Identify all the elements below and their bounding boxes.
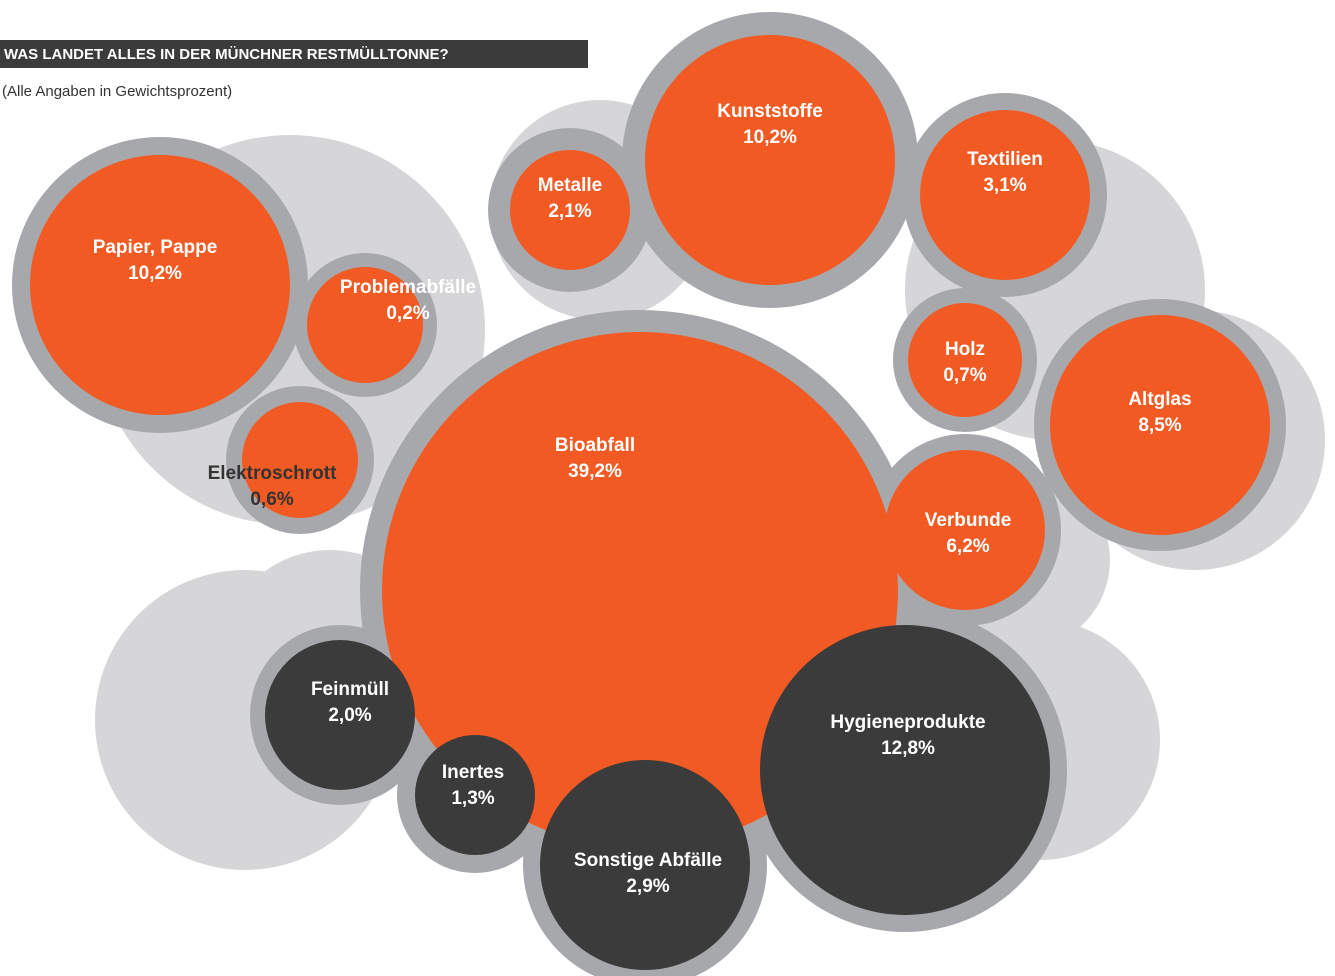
value-label: 2,9%	[626, 876, 669, 897]
value-label: 10,2%	[743, 127, 797, 148]
category-label: Metalle	[538, 175, 602, 196]
category-label: Problemabfälle	[340, 277, 476, 298]
category-label: Papier, Pappe	[93, 237, 218, 258]
title: WAS LANDET ALLES IN DER MÜNCHNER RESTMÜL…	[4, 46, 449, 63]
value-label: 39,2%	[568, 461, 622, 482]
category-label: Feinmüll	[311, 679, 389, 700]
bubble	[30, 155, 290, 415]
value-label: 0,2%	[386, 303, 429, 324]
value-label: 12,8%	[881, 738, 935, 759]
infographic: WAS LANDET ALLES IN DER MÜNCHNER RESTMÜL…	[0, 0, 1335, 976]
value-label: 6,2%	[946, 536, 989, 557]
category-label: Holz	[945, 339, 985, 360]
bubble	[645, 35, 895, 285]
category-label: Hygieneprodukte	[830, 712, 985, 733]
bubble	[760, 625, 1050, 915]
value-label: 8,5%	[1138, 415, 1181, 436]
value-label: 10,2%	[128, 263, 182, 284]
value-label: 2,1%	[548, 201, 591, 222]
category-label: Bioabfall	[555, 435, 635, 456]
value-label: 0,6%	[250, 489, 293, 510]
value-label: 0,7%	[943, 365, 986, 386]
category-label: Kunststoffe	[717, 101, 823, 122]
value-label: 1,3%	[451, 788, 494, 809]
category-label: Sonstige Abfälle	[574, 850, 722, 871]
category-label: Verbunde	[925, 510, 1012, 531]
category-label: Textilien	[967, 149, 1043, 170]
value-label: 3,1%	[983, 175, 1026, 196]
category-label: Inertes	[442, 762, 504, 783]
value-label: 2,0%	[328, 705, 371, 726]
category-label: Elektroschrott	[208, 463, 337, 484]
category-label: Altglas	[1128, 389, 1191, 410]
subtitle: (Alle Angaben in Gewichtsprozent)	[2, 83, 232, 100]
